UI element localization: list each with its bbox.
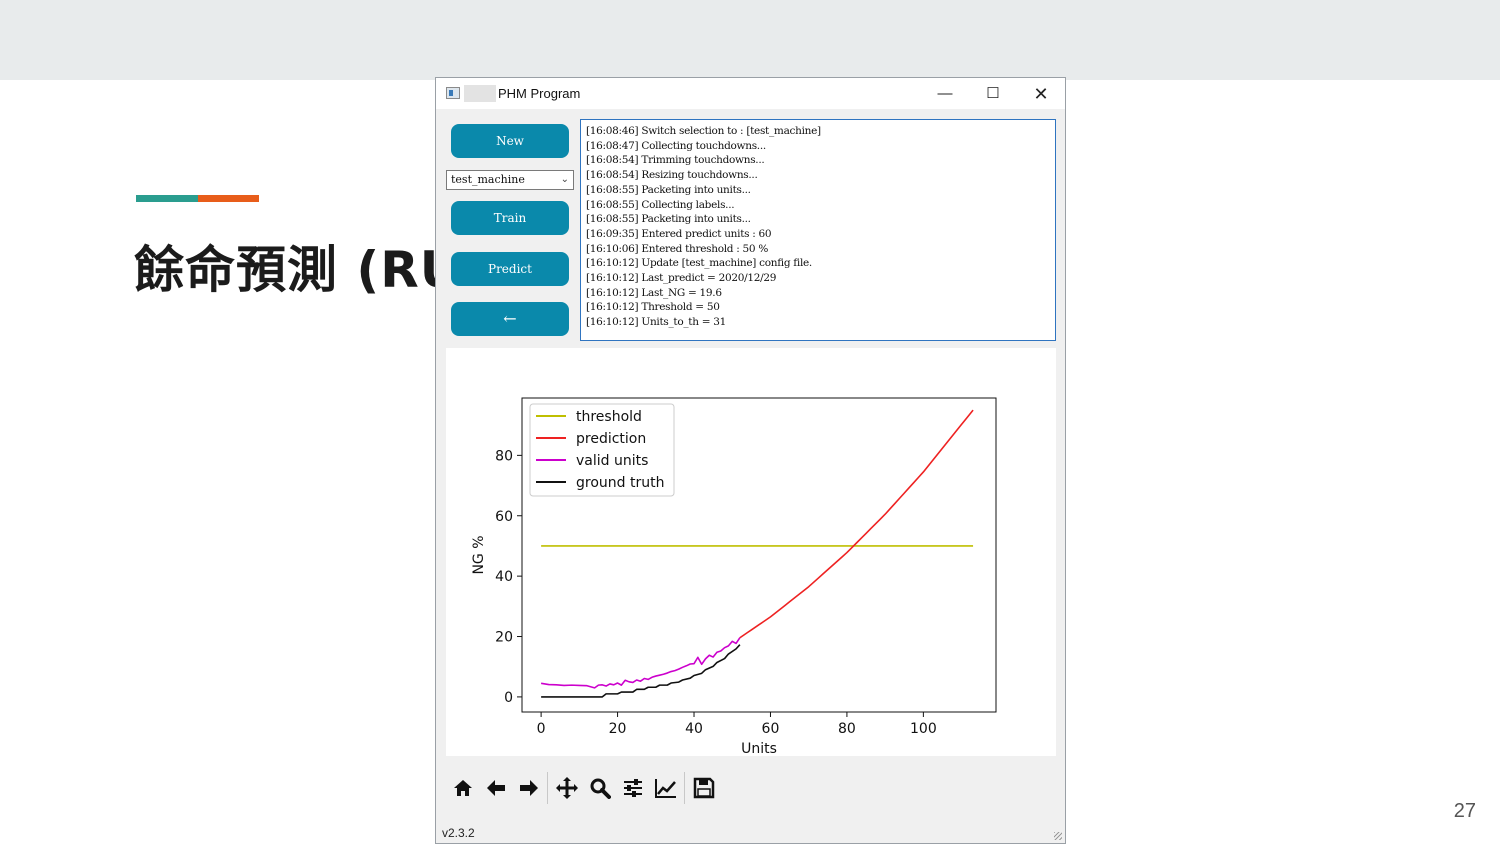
x-tick-label: 80 [838, 721, 856, 737]
configure-subplots-icon[interactable] [619, 768, 647, 808]
zoom-icon[interactable] [586, 768, 614, 808]
x-tick-label: 100 [910, 721, 937, 737]
log-output[interactable]: [16:08:46] Switch selection to : [test_m… [580, 119, 1056, 341]
axes-frame [521, 397, 997, 713]
accent-bar-orange [198, 195, 259, 202]
save-icon[interactable] [690, 768, 718, 808]
x-tick-label: 60 [762, 721, 780, 737]
chevron-down-icon: ⌄ [560, 174, 569, 185]
log-line: [16:08:47] Collecting touchdowns... [586, 139, 766, 152]
y-tick-label: 60 [495, 509, 513, 525]
back-button[interactable]: ← [451, 302, 569, 336]
log-line: [16:10:06] Entered threshold : 50 % [586, 242, 768, 255]
y-tick-label: 80 [495, 448, 513, 464]
log-line: [16:08:55] Packeting into units... [586, 213, 751, 226]
close-button[interactable]: ✕ [1033, 84, 1049, 104]
y-tick-label: 20 [495, 630, 513, 646]
resize-grip[interactable] [1054, 832, 1062, 840]
slide-title: 餘命預測 (RU [134, 241, 462, 299]
legend-label: prediction [576, 431, 646, 447]
log-line: [16:08:55] Collecting labels... [586, 198, 735, 211]
train-button[interactable]: Train [451, 201, 569, 235]
x-tick-label: 0 [537, 721, 546, 737]
log-line: [16:08:55] Packeting into units... [586, 183, 751, 196]
accent-bar-teal [136, 195, 198, 202]
x-tick-label: 40 [685, 721, 703, 737]
series-line-valid-units [540, 637, 741, 689]
rul-chart: 0 20 40 60 80 100 0 20 40 60 80 Units NG % thresho… [471, 397, 997, 756]
window-titlebar[interactable]: PHM Program — ☐ ✕ [436, 78, 1065, 109]
legend-label: valid units [576, 453, 648, 469]
slide-number: 27 [1453, 800, 1476, 822]
machine-select[interactable]: test_machine ⌄ [446, 170, 574, 190]
window-title: PHM Program [498, 86, 581, 101]
x-axis-label: Units [741, 741, 777, 756]
log-line: [16:10:12] Last_predict = 2020/12/29 [586, 272, 777, 285]
y-tick-label: 40 [495, 569, 513, 585]
y-tick-label: 0 [504, 690, 513, 706]
app-icon [446, 87, 460, 99]
version-label: v2.3.2 [442, 826, 475, 840]
log-line: [16:10:12] Update [test_machine] config … [586, 257, 812, 270]
log-line: [16:08:54] Trimming touchdowns... [586, 154, 765, 167]
app-window: PHM Program — ☐ ✕ New test_machine ⌄ Tra… [435, 77, 1066, 844]
y-axis-label: NG % [471, 535, 487, 574]
legend-label: threshold [576, 409, 642, 425]
edit-axis-icon[interactable] [652, 768, 680, 808]
series-line-ground-truth [541, 644, 741, 698]
log-line: [16:09:35] Entered predict units : 60 [586, 227, 772, 240]
x-tick-label: 20 [609, 721, 627, 737]
predict-button[interactable]: Predict [451, 252, 569, 286]
minimize-button[interactable]: — [937, 85, 953, 102]
log-line: [16:10:12] Threshold = 50 [586, 301, 720, 314]
maximize-button[interactable]: ☐ [986, 85, 1000, 102]
log-line: [16:08:46] Switch selection to : [test_m… [586, 125, 821, 137]
forward-arrow-icon[interactable] [515, 768, 543, 808]
header-band [0, 0, 1500, 80]
back-arrow-icon[interactable] [482, 768, 510, 808]
log-line: [16:10:12] Last_NG = 19.6 [586, 286, 722, 299]
log-line: [16:10:12] Units_to_th = 31 [586, 316, 727, 329]
plot-area[interactable]: 0 20 40 60 80 100 0 20 40 60 80 Units NG % thresho… [446, 348, 1056, 756]
legend-label: ground truth [576, 475, 664, 491]
log-line: [16:08:54] Resizing touchdowns... [586, 169, 758, 182]
machine-select-value: test_machine [451, 173, 525, 186]
plot-toolbar [436, 768, 1065, 808]
chart-legend: threshold prediction valid units ground tru… [529, 403, 675, 497]
home-icon[interactable] [449, 768, 477, 808]
series-line-prediction [739, 409, 974, 639]
new-button[interactable]: New [451, 124, 569, 158]
pan-icon[interactable] [553, 768, 581, 808]
app-icon-label [464, 85, 496, 102]
legend-box [529, 403, 675, 497]
